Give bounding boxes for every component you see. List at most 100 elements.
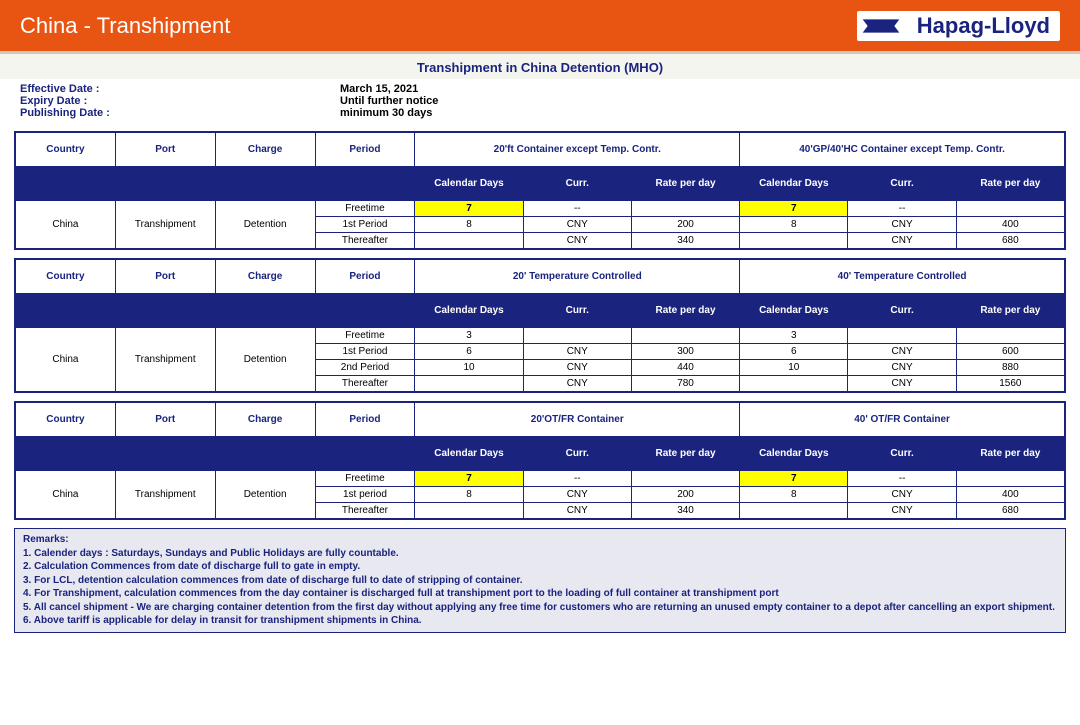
cell-d40 bbox=[740, 503, 848, 519]
cell-r40: 1560 bbox=[956, 376, 1064, 392]
col-port: Port bbox=[115, 260, 215, 294]
sub-rate: Rate per day bbox=[631, 167, 739, 201]
meta-publishing-label: Publishing Date : bbox=[20, 107, 340, 119]
col-charge: Charge bbox=[215, 403, 315, 437]
cell-r20: 300 bbox=[631, 344, 739, 360]
cell-d40: 7 bbox=[740, 201, 848, 217]
cell-r40: 680 bbox=[956, 503, 1064, 519]
meta-publishing-value: minimum 30 days bbox=[340, 107, 432, 119]
cell-r20 bbox=[631, 471, 739, 487]
navy-spacer bbox=[115, 437, 215, 471]
cell-c40: CNY bbox=[848, 360, 956, 376]
navy-spacer bbox=[215, 294, 315, 328]
tariff-table: CountryPortChargePeriod20' Temperature C… bbox=[15, 259, 1065, 392]
col-country: Country bbox=[16, 133, 116, 167]
hapag-lloyd-logo: Hapag-Lloyd bbox=[857, 11, 1060, 41]
cell-c40: CNY bbox=[848, 487, 956, 503]
cell-d40: 10 bbox=[740, 360, 848, 376]
cell-c20: CNY bbox=[523, 360, 631, 376]
group-40: 40' OT/FR Container bbox=[740, 403, 1065, 437]
cell-c40: -- bbox=[848, 471, 956, 487]
cell-r40 bbox=[956, 471, 1064, 487]
cell-r20: 200 bbox=[631, 217, 739, 233]
sub-curr: Curr. bbox=[848, 167, 956, 201]
col-period: Period bbox=[315, 133, 415, 167]
navy-spacer bbox=[115, 167, 215, 201]
cell-charge: Detention bbox=[215, 471, 315, 519]
tariff-sections: CountryPortChargePeriod20'ft Container e… bbox=[0, 131, 1080, 520]
sub-cal_days: Calendar Days bbox=[740, 437, 848, 471]
cell-country: China bbox=[16, 471, 116, 519]
sub-cal_days: Calendar Days bbox=[415, 167, 523, 201]
sub-rate: Rate per day bbox=[956, 437, 1064, 471]
navy-spacer bbox=[315, 294, 415, 328]
cell-d20: 6 bbox=[415, 344, 523, 360]
cell-c40: -- bbox=[848, 201, 956, 217]
col-period: Period bbox=[315, 403, 415, 437]
cell-r40: 400 bbox=[956, 487, 1064, 503]
group-40: 40' Temperature Controlled bbox=[740, 260, 1065, 294]
group-20: 20'ft Container except Temp. Contr. bbox=[415, 133, 740, 167]
cell-d40: 7 bbox=[740, 471, 848, 487]
cell-d40: 6 bbox=[740, 344, 848, 360]
cell-r40: 600 bbox=[956, 344, 1064, 360]
cell-period: 1st Period bbox=[315, 344, 415, 360]
sub-cal_days: Calendar Days bbox=[740, 167, 848, 201]
sub-rate: Rate per day bbox=[631, 437, 739, 471]
cell-c20: -- bbox=[523, 471, 631, 487]
group-40: 40'GP/40'HC Container except Temp. Contr… bbox=[740, 133, 1065, 167]
cell-r20: 200 bbox=[631, 487, 739, 503]
cell-d40: 3 bbox=[740, 328, 848, 344]
cell-d20 bbox=[415, 233, 523, 249]
cell-r20 bbox=[631, 328, 739, 344]
sub-curr: Curr. bbox=[523, 437, 631, 471]
cell-c40 bbox=[848, 328, 956, 344]
cell-d40 bbox=[740, 233, 848, 249]
cell-c20: CNY bbox=[523, 376, 631, 392]
navy-spacer bbox=[16, 437, 116, 471]
meta-block: Effective Date :March 15, 2021 Expiry Da… bbox=[0, 79, 1080, 131]
cell-period: 2nd Period bbox=[315, 360, 415, 376]
doc-title: Transhipment in China Detention (MHO) bbox=[0, 54, 1080, 79]
sub-cal_days: Calendar Days bbox=[415, 294, 523, 328]
remark-line: 2. Calculation Commences from date of di… bbox=[23, 560, 1057, 574]
cell-c40: CNY bbox=[848, 344, 956, 360]
cell-period: Thereafter bbox=[315, 376, 415, 392]
navy-spacer bbox=[16, 167, 116, 201]
sub-curr: Curr. bbox=[523, 167, 631, 201]
cell-r20: 440 bbox=[631, 360, 739, 376]
cell-charge: Detention bbox=[215, 201, 315, 249]
sub-curr: Curr. bbox=[848, 437, 956, 471]
meta-expiry-value: Until further notice bbox=[340, 95, 438, 107]
logo-icon bbox=[861, 16, 911, 36]
cell-d20 bbox=[415, 503, 523, 519]
navy-spacer bbox=[315, 167, 415, 201]
cell-r20 bbox=[631, 201, 739, 217]
cell-c20: CNY bbox=[523, 344, 631, 360]
tariff-table: CountryPortChargePeriod20'ft Container e… bbox=[15, 132, 1065, 249]
col-port: Port bbox=[115, 133, 215, 167]
group-20: 20'OT/FR Container bbox=[415, 403, 740, 437]
navy-spacer bbox=[315, 437, 415, 471]
cell-r40: 880 bbox=[956, 360, 1064, 376]
cell-period: Thereafter bbox=[315, 233, 415, 249]
cell-d20: 8 bbox=[415, 217, 523, 233]
cell-c20 bbox=[523, 328, 631, 344]
cell-port: Transhipment bbox=[115, 471, 215, 519]
cell-c40: CNY bbox=[848, 376, 956, 392]
tariff-table: CountryPortChargePeriod20'OT/FR Containe… bbox=[15, 402, 1065, 519]
tariff-section: CountryPortChargePeriod20' Temperature C… bbox=[14, 258, 1066, 393]
cell-d20 bbox=[415, 376, 523, 392]
remark-line: 4. For Transhipment, calculation commenc… bbox=[23, 587, 1057, 601]
meta-effective-label: Effective Date : bbox=[20, 83, 340, 95]
cell-d20: 7 bbox=[415, 471, 523, 487]
sub-cal_days: Calendar Days bbox=[415, 437, 523, 471]
cell-c20: -- bbox=[523, 201, 631, 217]
cell-r20: 340 bbox=[631, 233, 739, 249]
cell-c20: CNY bbox=[523, 217, 631, 233]
cell-d40: 8 bbox=[740, 487, 848, 503]
remark-line: 5. All cancel shipment - We are charging… bbox=[23, 601, 1057, 615]
remark-line: 6. Above tariff is applicable for delay … bbox=[23, 614, 1057, 628]
cell-d20: 10 bbox=[415, 360, 523, 376]
col-charge: Charge bbox=[215, 260, 315, 294]
